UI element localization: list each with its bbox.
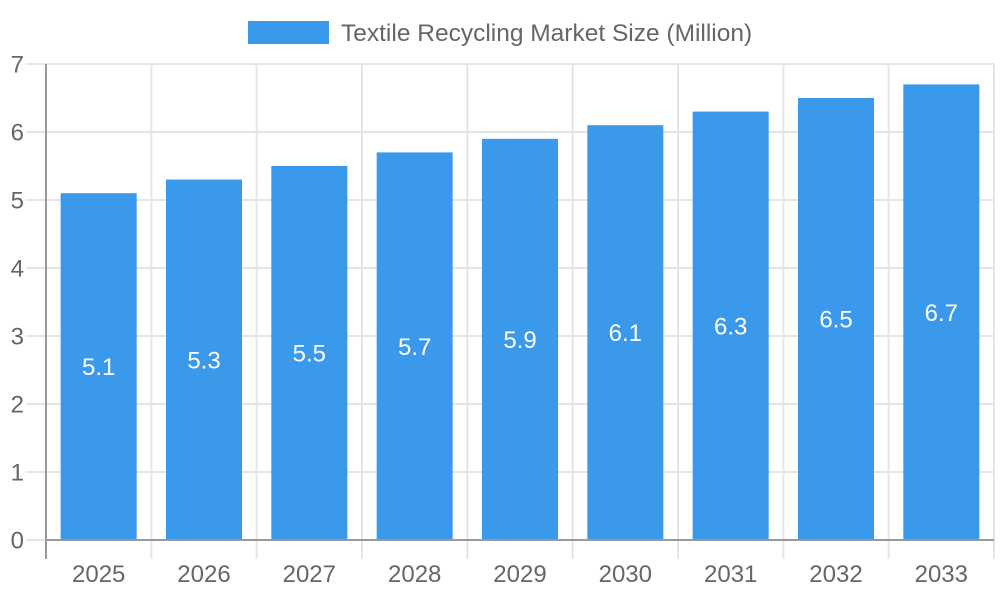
svg-text:5.1: 5.1 [82, 354, 115, 381]
svg-text:2029: 2029 [493, 561, 546, 588]
svg-text:5.5: 5.5 [293, 341, 326, 368]
svg-text:5.3: 5.3 [187, 347, 220, 374]
svg-text:1: 1 [11, 460, 24, 487]
svg-text:5: 5 [11, 188, 24, 215]
svg-text:6.5: 6.5 [819, 307, 852, 334]
svg-text:4: 4 [11, 256, 24, 283]
svg-text:6.7: 6.7 [925, 300, 958, 327]
svg-text:6: 6 [11, 120, 24, 147]
svg-text:5.7: 5.7 [398, 334, 431, 361]
svg-text:2033: 2033 [915, 561, 968, 588]
svg-text:Textile Recycling Market Size: Textile Recycling Market Size (Million) [341, 20, 752, 47]
svg-text:2030: 2030 [599, 561, 652, 588]
svg-text:3: 3 [11, 324, 24, 351]
svg-text:2026: 2026 [177, 561, 230, 588]
svg-text:2032: 2032 [809, 561, 862, 588]
svg-text:0: 0 [11, 528, 24, 555]
svg-text:2: 2 [11, 392, 24, 419]
svg-text:7: 7 [11, 52, 24, 79]
svg-text:6.1: 6.1 [609, 320, 642, 347]
svg-text:2025: 2025 [72, 561, 125, 588]
svg-text:2031: 2031 [704, 561, 757, 588]
svg-text:2027: 2027 [283, 561, 336, 588]
svg-text:5.9: 5.9 [503, 327, 536, 354]
svg-text:6.3: 6.3 [714, 313, 747, 340]
svg-text:2028: 2028 [388, 561, 441, 588]
